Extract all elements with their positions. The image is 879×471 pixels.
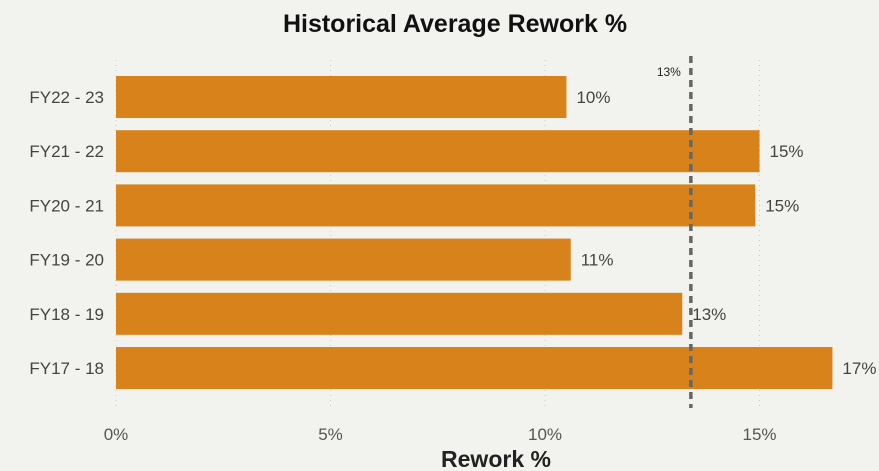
x-axis-label: Rework % [441, 446, 551, 471]
data-label: 17% [842, 359, 876, 378]
category-label: FY21 - 22 [29, 142, 104, 161]
data-label: 10% [576, 88, 610, 107]
category-label: FY19 - 20 [29, 251, 104, 270]
data-label: 13% [692, 305, 726, 324]
x-tick-label: 5% [318, 425, 343, 444]
chart-title: Historical Average Rework % [283, 10, 627, 38]
x-tick-label: 0% [104, 425, 129, 444]
bar [116, 238, 571, 281]
data-label: 15% [765, 196, 799, 215]
category-label: FY22 - 23 [29, 88, 104, 107]
bar [116, 184, 756, 227]
data-label: 11% [581, 251, 614, 270]
x-tick-label: 10% [528, 425, 562, 444]
grid-lines [115, 60, 760, 410]
reference-line-label: 13% [657, 65, 681, 79]
x-tick-label: 15% [742, 425, 776, 444]
labels: 0% 5% 10% 15% FY22 - 23 10% FY21 - 22 15% FY20 -… [29, 65, 876, 444]
bar [116, 76, 567, 118]
bar [116, 130, 760, 173]
category-label: FY17 - 18 [29, 359, 104, 378]
data-label: 15% [770, 142, 804, 161]
category-label: FY18 - 19 [29, 305, 104, 324]
bar [116, 347, 833, 389]
bar [116, 292, 683, 335]
bars [116, 76, 833, 389]
category-label: FY20 - 21 [29, 196, 104, 215]
